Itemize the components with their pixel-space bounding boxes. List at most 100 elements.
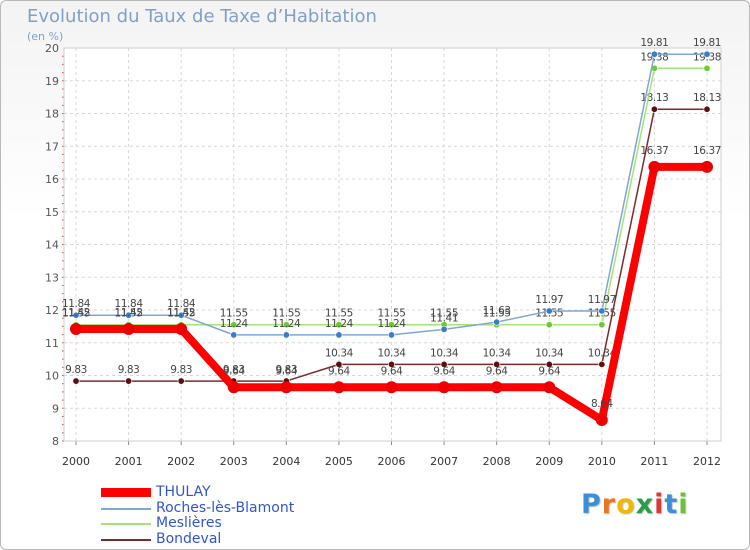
data-label-thulay: 9.64 xyxy=(433,365,455,377)
x-tick-label: 2000 xyxy=(62,455,90,468)
data-label-roches-l-s-blamont: 11.63 xyxy=(483,305,511,317)
data-point-roches-l-s-blamont xyxy=(440,325,448,333)
data-label-mesli-res: 11.55 xyxy=(272,308,300,320)
data-point-bondeval xyxy=(703,105,711,113)
data-point-roches-l-s-blamont xyxy=(387,331,395,339)
data-label-bondeval: 9.83 xyxy=(65,364,87,376)
data-label-roches-l-s-blamont: 11.97 xyxy=(535,294,563,306)
data-point-roches-l-s-blamont xyxy=(650,50,658,58)
data-point-roches-l-s-blamont xyxy=(125,311,133,319)
x-tick-label: 2002 xyxy=(167,455,195,468)
data-label-bondeval: 10.34 xyxy=(377,347,406,359)
y-tick-label: 13 xyxy=(45,271,59,284)
legend-label: Meslières xyxy=(156,515,222,531)
data-point-thulay xyxy=(543,381,556,394)
y-axis-unit-label: (en %) xyxy=(27,30,64,43)
data-point-roches-l-s-blamont xyxy=(282,331,290,339)
x-tick-label: 2011 xyxy=(640,455,668,468)
data-label-roches-l-s-blamont: 11.84 xyxy=(62,298,91,310)
data-label-bondeval: 10.34 xyxy=(483,347,512,359)
y-tick-label: 17 xyxy=(45,140,59,153)
data-point-bondeval xyxy=(598,360,606,368)
data-point-mesli-res xyxy=(387,321,395,329)
y-tick-label: 14 xyxy=(45,239,59,252)
x-tick-label: 2010 xyxy=(588,455,616,468)
y-tick-label: 15 xyxy=(45,206,59,219)
data-point-roches-l-s-blamont xyxy=(703,50,711,58)
data-point-roches-l-s-blamont xyxy=(545,307,553,315)
data-point-roches-l-s-blamont xyxy=(598,307,606,315)
data-label-roches-l-s-blamont: 11.24 xyxy=(272,318,301,330)
data-point-thulay xyxy=(595,414,608,427)
x-tick-label: 2003 xyxy=(220,455,248,468)
x-tick-label: 2009 xyxy=(535,455,563,468)
legend-swatch xyxy=(101,523,151,525)
data-point-thulay xyxy=(385,381,398,394)
data-label-roches-l-s-blamont: 19.81 xyxy=(693,37,721,49)
y-tick-label: 12 xyxy=(45,304,59,317)
data-point-thulay xyxy=(332,381,345,394)
proxiti-logo: Proxiti xyxy=(581,489,689,520)
logo-letter: i xyxy=(654,489,665,520)
data-point-thulay xyxy=(227,381,240,394)
data-label-bondeval: 9.83 xyxy=(170,364,192,376)
data-point-bondeval xyxy=(125,377,133,385)
y-tick-label: 9 xyxy=(52,402,59,415)
data-point-thulay xyxy=(122,322,135,335)
data-label-mesli-res: 11.55 xyxy=(430,308,458,320)
x-tick-label: 2005 xyxy=(325,455,353,468)
data-label-thulay: 16.37 xyxy=(693,145,721,157)
plot-border xyxy=(63,47,722,442)
logo-letter: r xyxy=(601,489,617,520)
data-point-thulay xyxy=(438,381,451,394)
data-point-thulay xyxy=(70,322,82,335)
data-point-thulay xyxy=(175,322,188,335)
data-label-bondeval: 9.83 xyxy=(275,364,297,376)
data-point-thulay xyxy=(701,160,713,173)
data-label-roches-l-s-blamont: 11.84 xyxy=(167,298,196,310)
data-label-bondeval: 10.34 xyxy=(535,347,564,359)
x-tick-label: 2001 xyxy=(115,455,143,468)
data-point-roches-l-s-blamont xyxy=(72,311,80,319)
data-label-bondeval: 9.83 xyxy=(118,364,140,376)
data-label-bondeval: 10.34 xyxy=(588,347,617,359)
legend-label: THULAY xyxy=(156,484,211,500)
data-label-roches-l-s-blamont: 19.81 xyxy=(640,37,668,49)
chart-title: Evolution du Taux de Taxe d’Habitation xyxy=(27,6,377,27)
data-label-bondeval: 18.13 xyxy=(693,92,721,104)
legend-swatch xyxy=(101,507,151,510)
data-point-thulay xyxy=(490,381,503,394)
data-point-bondeval xyxy=(387,360,395,368)
data-label-thulay: 9.64 xyxy=(486,365,508,377)
data-point-mesli-res xyxy=(230,321,238,329)
data-label-roches-l-s-blamont: 11.24 xyxy=(220,318,249,330)
logo-letter: t xyxy=(664,489,679,520)
data-point-mesli-res xyxy=(335,321,343,329)
logo-letter: i xyxy=(678,489,689,520)
y-tick-label: 16 xyxy=(45,173,59,186)
y-tick-label: 19 xyxy=(45,75,59,88)
data-label-thulay: 9.64 xyxy=(538,365,560,377)
data-label-roches-l-s-blamont: 11.84 xyxy=(115,298,144,310)
data-label-thulay: 11.42 xyxy=(115,307,143,319)
data-label-bondeval: 10.34 xyxy=(430,347,459,359)
y-tick-label: 10 xyxy=(45,370,59,383)
data-point-bondeval xyxy=(177,377,185,385)
data-point-roches-l-s-blamont xyxy=(335,331,343,339)
x-tick-label: 2006 xyxy=(378,455,406,468)
logo-letter: x xyxy=(635,489,655,520)
data-label-roches-l-s-blamont: 11.41 xyxy=(430,312,458,324)
data-label-thulay: 9.64 xyxy=(275,365,297,377)
data-label-roches-l-s-blamont: 11.24 xyxy=(377,318,406,330)
data-label-roches-l-s-blamont: 11.24 xyxy=(325,318,354,330)
data-point-bondeval xyxy=(650,105,658,113)
data-label-roches-l-s-blamont: 11.97 xyxy=(588,294,616,306)
data-point-bondeval xyxy=(493,360,501,368)
data-label-mesli-res: 11.55 xyxy=(377,308,405,320)
data-point-thulay xyxy=(648,160,661,173)
x-tick-label: 2012 xyxy=(693,455,721,468)
data-label-mesli-res: 11.55 xyxy=(483,308,511,320)
x-tick-label: 2007 xyxy=(430,455,458,468)
x-tick-label: 2008 xyxy=(483,455,511,468)
